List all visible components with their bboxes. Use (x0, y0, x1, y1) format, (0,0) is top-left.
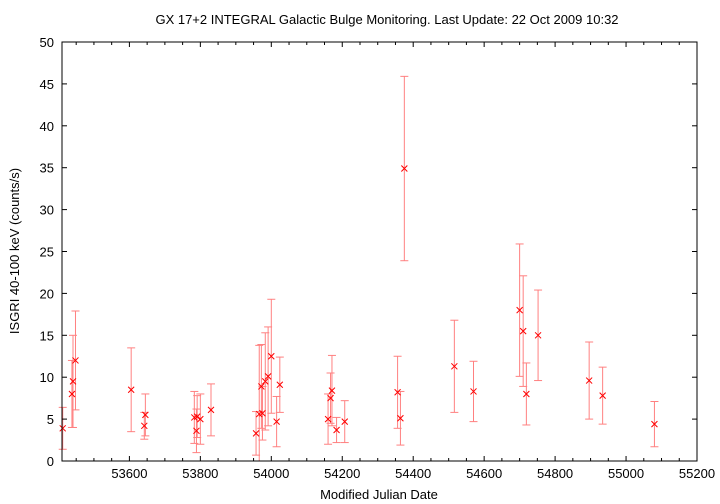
data-point (519, 327, 527, 335)
x-axis-label: Modified Julian Date (320, 487, 438, 502)
data-point (328, 387, 336, 394)
x-tick-label: 54800 (537, 466, 573, 481)
y-tick-label: 45 (40, 77, 54, 92)
data-point (267, 352, 275, 360)
y-axis-label: ISGRI 40-100 keV (counts/s) (7, 168, 22, 334)
marker-layer (59, 165, 658, 437)
data-point (72, 357, 79, 364)
data-point (470, 388, 477, 395)
data-point (333, 426, 340, 434)
y-axis: 0 5 10 15 20 25 30 35 40 45 50 (40, 35, 697, 469)
y-tick-label: 50 (40, 35, 54, 50)
data-point (324, 415, 332, 423)
data-point (585, 377, 593, 384)
y-tick-label: 5 (47, 412, 54, 427)
data-point (516, 306, 523, 314)
chart-title: GX 17+2 INTEGRAL Galactic Bulge Monitori… (155, 12, 618, 27)
data-point (599, 392, 606, 399)
data-point (193, 427, 200, 435)
data-point (196, 415, 204, 423)
y-tick-label: 25 (40, 245, 54, 260)
data-point (59, 424, 67, 432)
y-tick-label: 15 (40, 328, 54, 343)
data-point (400, 165, 408, 172)
x-tick-label: 55200 (679, 466, 715, 481)
y-tick-label: 40 (40, 119, 54, 134)
data-point (261, 378, 269, 385)
data-point (327, 394, 334, 402)
data-point (523, 390, 530, 398)
y-tick-label: 10 (40, 370, 54, 385)
y-tick-label: 20 (40, 286, 54, 301)
data-point (68, 390, 76, 398)
data-point (258, 383, 265, 390)
data-point (397, 414, 404, 422)
data-point (341, 418, 349, 425)
data-point (127, 386, 135, 394)
y-tick-label: 0 (47, 454, 54, 469)
data-point (207, 406, 215, 414)
x-tick-label: 53600 (111, 466, 147, 481)
data-point (142, 411, 149, 419)
data-point (264, 373, 272, 380)
data-point (450, 362, 458, 370)
x-tick-label: 53800 (182, 466, 218, 481)
data-point (651, 420, 658, 428)
x-tick-label: 54400 (395, 466, 431, 481)
data-point (394, 388, 401, 396)
x-axis: 53600 53800 54000 54200 54400 54600 54800 55000… (75, 42, 715, 481)
x-tick-label: 54600 (466, 466, 502, 481)
x-tick-label: 54000 (253, 466, 289, 481)
data-point (252, 429, 260, 437)
y-tick-label: 35 (40, 161, 54, 176)
x-tick-label: 54200 (324, 466, 360, 481)
plot-frame (61, 41, 698, 462)
data-point (259, 409, 266, 417)
data-point (140, 422, 148, 430)
x-tick-label: 55000 (608, 466, 644, 481)
data-point (534, 331, 542, 339)
data-point (69, 378, 77, 385)
errorbar-layer (58, 75, 659, 462)
data-point (273, 418, 280, 425)
data-point (276, 381, 284, 389)
y-tick-label: 30 (40, 203, 54, 218)
